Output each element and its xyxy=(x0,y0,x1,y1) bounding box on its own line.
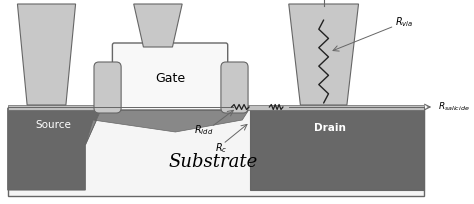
Text: Source: Source xyxy=(36,120,71,130)
FancyBboxPatch shape xyxy=(94,62,121,113)
Bar xyxy=(100,101,235,107)
Text: $R_{via}$: $R_{via}$ xyxy=(395,15,414,29)
Bar xyxy=(8,108,424,196)
Polygon shape xyxy=(18,4,75,105)
Text: $R_c$: $R_c$ xyxy=(215,141,227,155)
Polygon shape xyxy=(134,4,182,47)
FancyBboxPatch shape xyxy=(112,43,228,110)
Polygon shape xyxy=(250,108,424,190)
Text: Substrate: Substrate xyxy=(169,153,258,171)
FancyBboxPatch shape xyxy=(221,62,248,113)
Bar xyxy=(8,105,424,110)
Polygon shape xyxy=(289,4,358,105)
Text: $R_{salicide}$: $R_{salicide}$ xyxy=(438,101,470,113)
Text: Drain: Drain xyxy=(313,123,346,133)
Text: $R_{ldd}$: $R_{ldd}$ xyxy=(194,123,213,137)
Polygon shape xyxy=(85,108,250,145)
Polygon shape xyxy=(8,108,102,190)
Text: Gate: Gate xyxy=(155,72,185,85)
